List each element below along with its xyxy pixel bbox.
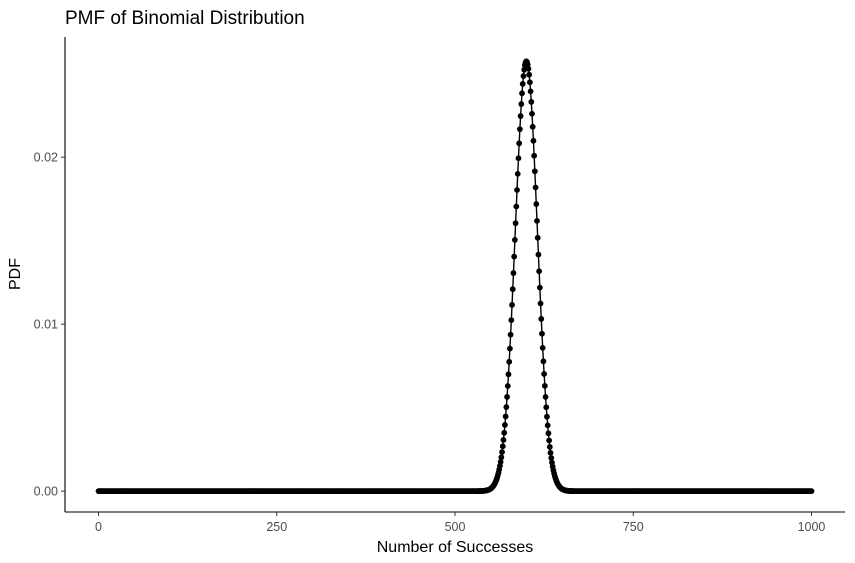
data-point bbox=[536, 268, 543, 275]
data-point bbox=[534, 234, 541, 241]
data-point bbox=[507, 345, 513, 352]
data-point bbox=[547, 449, 554, 456]
data-point bbox=[507, 331, 514, 338]
data-point bbox=[510, 270, 517, 276]
data-point bbox=[509, 286, 516, 293]
y-axis-label: PDF bbox=[7, 258, 24, 290]
data-point bbox=[516, 140, 523, 147]
data-point bbox=[519, 90, 525, 97]
data-point bbox=[509, 302, 515, 308]
series-group bbox=[95, 58, 815, 495]
y-tick-label: 0.00 bbox=[34, 485, 58, 499]
data-point bbox=[499, 443, 506, 450]
x-axis-label: Number of Successes bbox=[377, 539, 534, 556]
data-point bbox=[530, 137, 537, 144]
data-point bbox=[533, 201, 540, 207]
data-point bbox=[544, 413, 550, 420]
data-point bbox=[536, 284, 543, 291]
data-point bbox=[546, 444, 553, 450]
data-point bbox=[501, 429, 508, 436]
data-point bbox=[525, 65, 532, 72]
data-point bbox=[546, 437, 553, 444]
data-point bbox=[541, 371, 548, 377]
data-point bbox=[514, 170, 521, 177]
y-tick-label: 0.02 bbox=[34, 151, 58, 165]
data-point bbox=[534, 217, 540, 224]
data-point bbox=[506, 358, 513, 365]
data-point bbox=[518, 101, 525, 107]
x-tick-label: 1000 bbox=[798, 520, 826, 534]
data-point bbox=[519, 81, 526, 87]
data-point bbox=[537, 300, 544, 307]
y-axis-ticks: 0.00 0.01 0.02 bbox=[34, 151, 65, 499]
data-point bbox=[529, 110, 535, 117]
data-point bbox=[808, 488, 815, 495]
data-point bbox=[512, 220, 519, 227]
data-point bbox=[502, 422, 508, 428]
data-point bbox=[511, 237, 518, 243]
data-point bbox=[535, 251, 542, 258]
data-point bbox=[541, 382, 548, 389]
data-point bbox=[513, 203, 520, 210]
data-point bbox=[500, 437, 507, 443]
data-point bbox=[514, 187, 520, 193]
data-point bbox=[526, 79, 533, 86]
data-point bbox=[531, 152, 538, 159]
x-tick-label: 250 bbox=[266, 520, 287, 534]
data-point bbox=[539, 330, 545, 337]
data-point bbox=[539, 344, 546, 351]
data-point bbox=[502, 413, 509, 420]
data-point bbox=[515, 155, 522, 162]
data-point bbox=[548, 455, 555, 461]
data-point bbox=[544, 422, 551, 429]
data-point bbox=[531, 168, 538, 175]
data-point bbox=[529, 123, 536, 130]
x-tick-label: 0 bbox=[95, 520, 102, 534]
data-point bbox=[532, 184, 539, 191]
data-point bbox=[538, 316, 545, 322]
data-point bbox=[504, 394, 510, 400]
data-point bbox=[508, 317, 515, 323]
data-point bbox=[498, 454, 505, 461]
data-point bbox=[499, 449, 505, 456]
data-point bbox=[497, 458, 504, 465]
x-tick-label: 500 bbox=[445, 520, 466, 534]
data-point bbox=[542, 394, 549, 400]
x-tick-label: 750 bbox=[623, 520, 644, 534]
data-point bbox=[528, 99, 535, 105]
data-point bbox=[520, 73, 527, 79]
data-point bbox=[511, 253, 518, 260]
data-point bbox=[517, 113, 524, 119]
data-point bbox=[503, 404, 510, 410]
chart-title: PMF of Binomial Distribution bbox=[65, 8, 305, 29]
x-axis-ticks: 0 250 500 750 1000 bbox=[95, 512, 825, 534]
data-point bbox=[516, 126, 523, 133]
data-point bbox=[526, 71, 533, 78]
data-point bbox=[505, 371, 512, 378]
data-point bbox=[543, 404, 550, 411]
y-tick-label: 0.01 bbox=[34, 318, 58, 332]
pmf-line bbox=[98, 60, 812, 492]
data-point bbox=[527, 88, 534, 95]
data-point bbox=[545, 430, 552, 437]
plot-area: 0 250 500 750 1000 0.00 0.01 0.02 bbox=[34, 37, 845, 534]
data-point bbox=[504, 383, 511, 389]
data-point bbox=[540, 358, 547, 365]
